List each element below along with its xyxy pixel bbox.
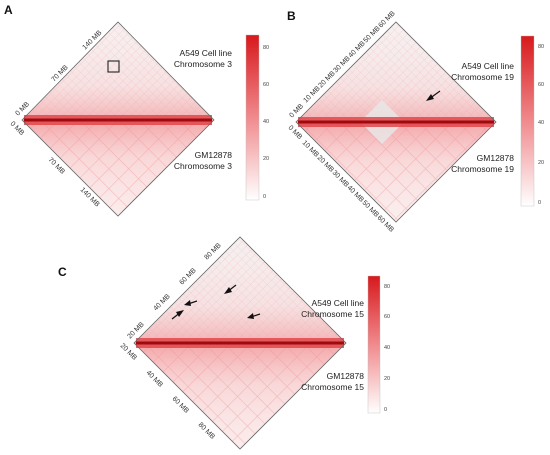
panel-b: B 0 MB 10 MB 20 MB 30 MB 40 MB 50 MB 60 … [287, 9, 545, 234]
top-contact-texture [296, 22, 496, 122]
top-map-label: A549 Cell line [462, 61, 515, 71]
colorbar-tick: 40 [384, 345, 390, 351]
colorbar-tick: 0 [384, 407, 387, 413]
top-map-label: Chromosome 3 [174, 59, 232, 69]
bottom-contact-texture [296, 122, 496, 222]
bottom-map-label: GM12878 [195, 150, 233, 160]
bottom-tick: 20 MB [119, 342, 138, 361]
bottom-map-label: Chromosome 15 [301, 382, 364, 392]
arrow-annotation [184, 300, 198, 306]
diagonal-core [136, 341, 344, 345]
bottom-tick: 0 MB [9, 120, 26, 137]
colorbar-tick: 60 [384, 314, 390, 320]
colorbar-tick: 80 [384, 284, 390, 290]
panel-letter: B [287, 9, 296, 23]
colorbar-tick: 60 [263, 82, 269, 88]
colorbar [520, 35, 535, 207]
colorbar-tick: 60 [538, 82, 544, 88]
bottom-map-label: Chromosome 19 [451, 164, 514, 174]
colorbar-tick: 40 [538, 120, 544, 126]
map-frame [295, 21, 497, 223]
panel-a: A 0 MB 70 MB 140 MB 0 MB 70 MB 140 MB A5… [4, 3, 269, 217]
bottom-map-label: GM12878 [477, 153, 515, 163]
arrow-annotation [247, 313, 261, 319]
bottom-tick: 60 MB [171, 395, 190, 414]
panel-c: C 20 MB 40 MB 60 MB 80 MB 20 M [58, 236, 390, 450]
colorbar-tick: 80 [263, 45, 269, 51]
colorbar-tick: 20 [263, 156, 269, 162]
top-map-label: Chromosome 19 [451, 72, 514, 82]
bottom-contact-texture [134, 343, 346, 449]
arrow-annotation [224, 284, 237, 294]
panel-letter: C [58, 265, 67, 279]
top-map-label: A549 Cell line [312, 298, 365, 308]
colorbar-tick: 0 [538, 200, 541, 206]
diagonal-core [298, 120, 494, 124]
top-contact-texture [134, 237, 346, 343]
top-contact-texture [22, 22, 214, 120]
bottom-map-label: Chromosome 3 [174, 161, 232, 171]
bottom-map-label: GM12878 [327, 371, 365, 381]
colorbar-tick: 20 [538, 160, 544, 166]
diagonal-core [24, 118, 212, 122]
bottom-tick: 40 MB [145, 369, 164, 388]
map-frame [21, 21, 215, 217]
colorbar [367, 275, 381, 414]
arrow-annotation [171, 310, 184, 320]
highlight-box [107, 60, 120, 73]
colorbar-tick: 20 [384, 376, 390, 382]
top-map-label: Chromosome 15 [301, 309, 364, 319]
colorbar [245, 34, 260, 201]
bottom-tick: 80 MB [197, 421, 216, 440]
map-frame [133, 236, 347, 450]
top-map-label: A549 Cell line [180, 48, 233, 58]
colorbar-tick: 0 [263, 194, 266, 200]
colorbar-tick: 40 [263, 119, 269, 125]
arrow-head [426, 94, 434, 101]
panel-letter: A [4, 3, 13, 17]
colorbar-tick: 80 [538, 44, 544, 50]
bottom-contact-texture [22, 120, 214, 216]
